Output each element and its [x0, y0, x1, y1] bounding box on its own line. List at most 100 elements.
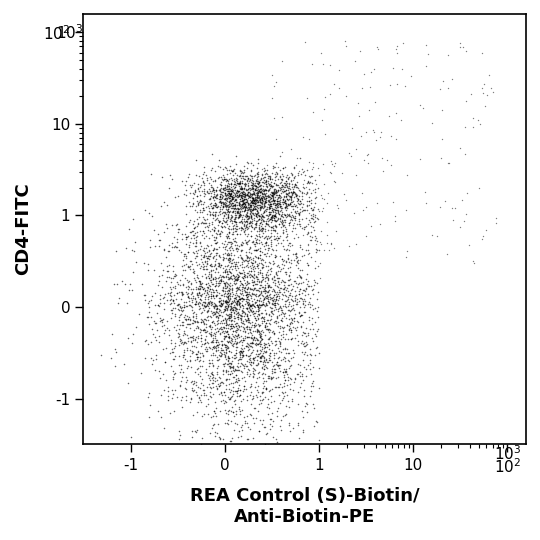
Point — [237, 268, 245, 277]
Point — [240, 320, 248, 328]
Point — [216, 228, 225, 237]
Point — [213, 375, 221, 384]
Point — [176, 311, 185, 320]
Point — [205, 267, 214, 276]
Point — [294, 420, 302, 429]
Point — [462, 47, 471, 56]
Point — [249, 225, 258, 233]
Point — [239, 308, 248, 316]
Point — [269, 306, 278, 315]
Point — [272, 316, 281, 325]
Point — [168, 174, 177, 183]
Point — [244, 295, 253, 303]
Point — [254, 274, 263, 283]
Point — [235, 376, 244, 384]
Point — [235, 196, 244, 205]
Point — [272, 292, 281, 300]
Point — [258, 224, 267, 233]
Point — [253, 272, 261, 281]
Point — [280, 192, 288, 201]
Point — [297, 322, 306, 330]
Point — [189, 348, 198, 356]
Point — [258, 226, 266, 235]
Point — [253, 325, 262, 333]
Point — [275, 292, 284, 301]
Point — [254, 182, 263, 191]
Point — [184, 242, 193, 251]
Point — [182, 323, 191, 332]
Point — [205, 179, 213, 187]
Point — [218, 286, 227, 294]
Point — [312, 240, 321, 248]
Point — [211, 300, 220, 308]
Point — [186, 183, 195, 192]
Point — [195, 277, 204, 286]
Point — [263, 364, 272, 373]
Point — [231, 196, 239, 205]
Point — [303, 177, 312, 185]
Point — [251, 284, 260, 292]
Point — [226, 268, 234, 276]
Point — [281, 177, 290, 186]
Point — [225, 199, 234, 207]
Point — [264, 171, 273, 180]
Point — [233, 297, 242, 306]
Point — [214, 313, 222, 322]
Point — [255, 232, 264, 241]
Point — [254, 373, 263, 381]
Point — [259, 187, 267, 196]
Point — [274, 373, 282, 382]
Point — [236, 350, 245, 359]
Point — [228, 186, 237, 195]
Point — [295, 297, 303, 306]
Point — [249, 307, 258, 315]
Point — [248, 326, 257, 335]
Point — [255, 205, 264, 214]
Point — [252, 177, 260, 185]
Point — [242, 293, 251, 301]
Point — [224, 211, 233, 220]
Point — [265, 192, 274, 201]
Point — [340, 37, 349, 46]
Point — [254, 258, 263, 267]
Point — [308, 60, 316, 69]
Point — [258, 312, 267, 321]
Point — [170, 309, 179, 318]
Point — [271, 221, 279, 230]
Point — [237, 217, 245, 225]
Point — [475, 184, 483, 192]
Point — [159, 245, 168, 253]
Point — [249, 278, 258, 286]
Point — [264, 373, 273, 382]
Point — [187, 338, 195, 346]
Point — [226, 324, 234, 333]
Point — [233, 283, 241, 292]
Point — [215, 296, 224, 305]
Point — [229, 366, 238, 374]
Point — [249, 332, 258, 341]
Point — [275, 173, 284, 181]
Point — [240, 195, 248, 204]
Point — [388, 198, 397, 206]
Point — [207, 210, 216, 218]
Point — [276, 202, 285, 211]
Point — [247, 276, 256, 285]
Point — [209, 342, 218, 351]
Point — [303, 350, 312, 359]
Point — [224, 210, 233, 218]
Point — [248, 288, 256, 297]
Point — [170, 344, 179, 353]
Point — [217, 178, 226, 186]
Point — [248, 278, 256, 286]
Point — [237, 254, 246, 262]
Point — [252, 237, 260, 246]
Point — [219, 370, 227, 379]
Point — [287, 305, 296, 314]
Point — [184, 293, 193, 301]
Point — [225, 292, 234, 300]
Point — [262, 237, 271, 246]
Point — [253, 207, 261, 215]
Point — [251, 223, 260, 232]
Point — [260, 198, 269, 207]
Point — [236, 184, 245, 193]
